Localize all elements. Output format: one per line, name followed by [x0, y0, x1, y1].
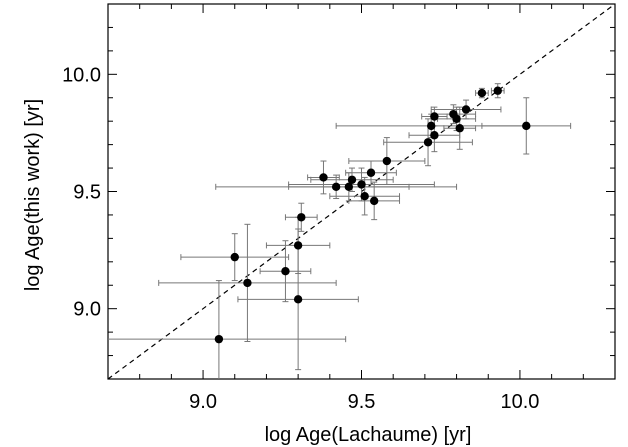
y-tick-label: 9.0	[73, 299, 101, 321]
data-point	[360, 191, 369, 201]
data-point	[430, 112, 439, 121]
y-tick-label: 9.5	[73, 182, 101, 204]
data-point	[461, 105, 471, 114]
data-point	[331, 182, 341, 192]
data-point	[366, 168, 376, 177]
error-bar-layer	[108, 83, 572, 379]
data-point	[243, 278, 252, 288]
data-point	[423, 138, 433, 147]
data-point	[427, 121, 436, 131]
x-tick-label: 9.0	[189, 391, 217, 413]
data-point	[319, 173, 328, 182]
data-point	[382, 156, 392, 166]
data-point	[493, 86, 502, 95]
data-point	[477, 88, 487, 98]
data-point	[369, 196, 379, 206]
data-point	[214, 334, 224, 344]
y-axis-title: log Age(this work) [yr]	[22, 99, 44, 291]
x-tick-label: 9.5	[348, 391, 376, 413]
data-point	[344, 182, 354, 192]
data-point	[293, 241, 303, 250]
data-point	[297, 213, 306, 222]
data-point	[347, 175, 357, 184]
data-point	[281, 266, 290, 276]
data-point	[357, 180, 366, 189]
data-point	[430, 131, 439, 140]
tick-layer: 9.0 9.5 10.0 9.0 9.5 10.0	[62, 4, 615, 413]
data-point	[293, 295, 303, 304]
data-point	[522, 121, 531, 131]
x-axis-title: log Age(Lachaume) [yr]	[265, 424, 472, 446]
data-point	[455, 124, 464, 133]
data-point-layer	[214, 86, 531, 344]
data-point	[230, 252, 239, 262]
data-point	[452, 114, 461, 124]
x-tick-label: 10.0	[500, 391, 539, 413]
y-tick-label: 10.0	[62, 64, 101, 86]
